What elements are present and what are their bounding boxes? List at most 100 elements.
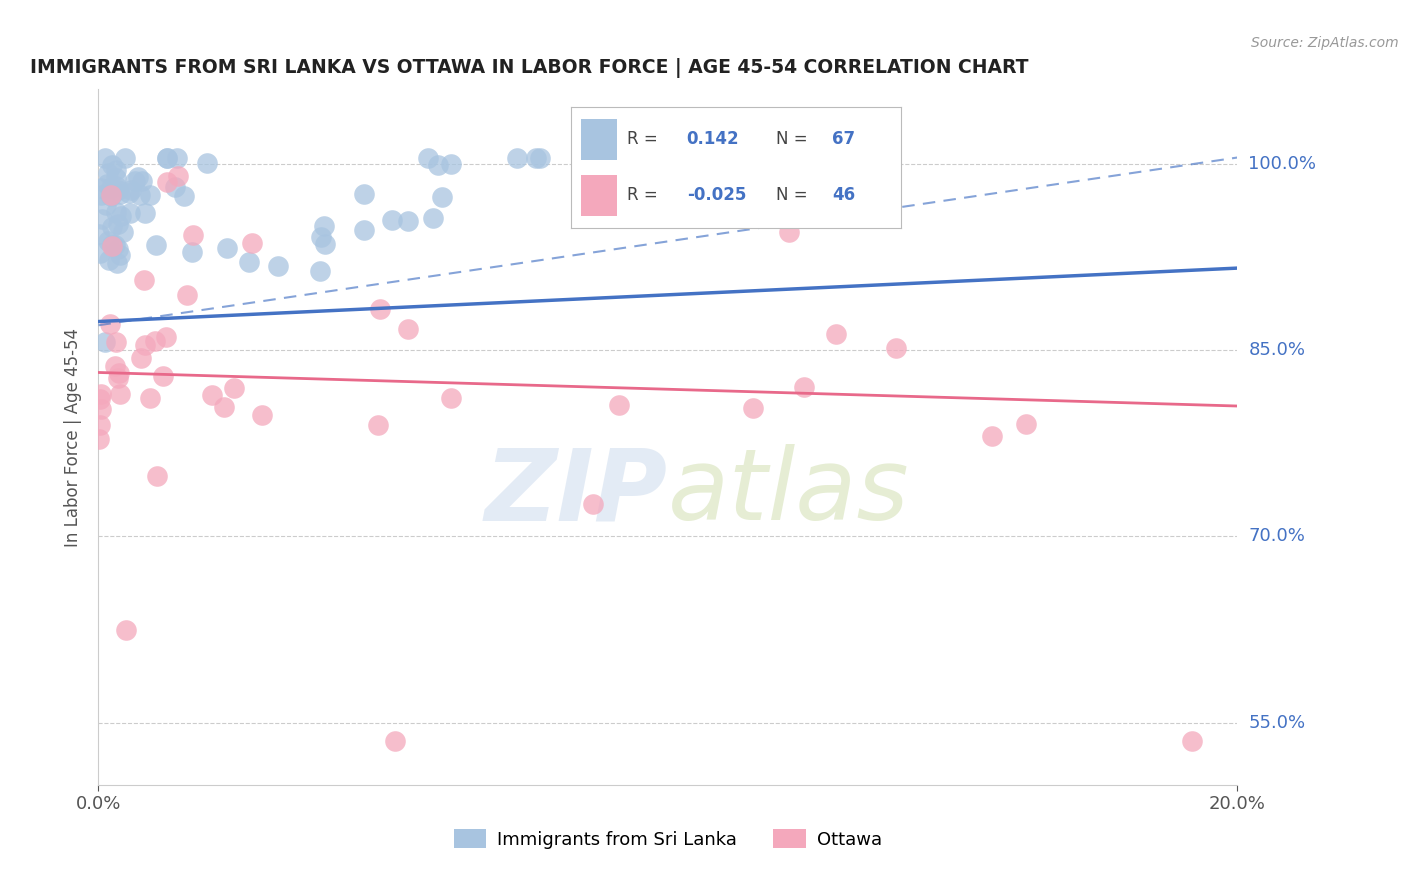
Point bbox=[90, 181, 112, 195]
Point bbox=[107, 371, 129, 385]
Point bbox=[238, 255, 260, 269]
Point bbox=[309, 230, 332, 244]
Point bbox=[94, 151, 117, 165]
Text: IMMIGRANTS FROM SRI LANKA VS OTTAWA IN LABOR FORCE | AGE 45-54 CORRELATION CHART: IMMIGRANTS FROM SRI LANKA VS OTTAWA IN L… bbox=[30, 57, 1029, 78]
Point bbox=[440, 391, 463, 405]
Point bbox=[181, 245, 204, 260]
Point bbox=[89, 245, 111, 260]
Point bbox=[214, 401, 236, 415]
Point bbox=[139, 391, 162, 405]
Point bbox=[110, 187, 132, 202]
Point bbox=[422, 211, 444, 225]
Point bbox=[91, 212, 114, 227]
Point bbox=[89, 392, 111, 406]
Point bbox=[222, 381, 245, 395]
Point bbox=[793, 379, 815, 393]
Point bbox=[155, 330, 177, 344]
Point bbox=[100, 189, 122, 203]
Point bbox=[118, 206, 141, 220]
Point bbox=[163, 179, 186, 194]
Point bbox=[353, 186, 375, 201]
Point bbox=[127, 169, 149, 184]
Point bbox=[396, 213, 419, 227]
Point bbox=[370, 302, 392, 317]
Point bbox=[312, 219, 335, 233]
Point bbox=[100, 187, 122, 202]
Point bbox=[104, 171, 127, 186]
Point bbox=[120, 183, 142, 197]
Point bbox=[104, 179, 127, 194]
Point bbox=[104, 162, 127, 177]
Point bbox=[98, 317, 121, 331]
Point bbox=[217, 241, 239, 255]
Point bbox=[353, 222, 375, 236]
Point bbox=[1015, 417, 1038, 432]
Point bbox=[396, 322, 419, 336]
Point bbox=[108, 387, 131, 401]
Point bbox=[89, 417, 111, 432]
Point bbox=[309, 263, 332, 277]
Point bbox=[529, 151, 551, 165]
Point bbox=[778, 225, 800, 239]
Point bbox=[166, 169, 188, 184]
Point bbox=[524, 151, 547, 165]
Point bbox=[104, 334, 127, 349]
Point bbox=[267, 259, 290, 273]
Point bbox=[107, 243, 129, 257]
Point bbox=[97, 234, 120, 248]
Point bbox=[139, 188, 162, 202]
Text: 85.0%: 85.0% bbox=[1249, 341, 1305, 359]
Point bbox=[90, 188, 112, 202]
Point bbox=[107, 366, 129, 380]
Point bbox=[367, 418, 389, 433]
Point bbox=[94, 335, 117, 350]
Point bbox=[824, 326, 846, 341]
Point bbox=[110, 209, 132, 223]
Point bbox=[101, 239, 124, 253]
Point bbox=[981, 429, 1004, 443]
Point bbox=[94, 198, 117, 212]
Point bbox=[108, 248, 131, 262]
Point bbox=[440, 157, 463, 171]
Point bbox=[129, 188, 152, 202]
Point bbox=[145, 238, 167, 252]
Point bbox=[105, 256, 128, 270]
Point bbox=[195, 155, 218, 169]
Point bbox=[101, 219, 124, 234]
Text: 55.0%: 55.0% bbox=[1249, 714, 1306, 731]
Point bbox=[97, 166, 120, 180]
Point bbox=[416, 151, 439, 165]
Text: 100.0%: 100.0% bbox=[1249, 154, 1316, 173]
Point bbox=[100, 157, 122, 171]
Point bbox=[609, 398, 631, 412]
Point bbox=[884, 341, 907, 355]
Legend: Immigrants from Sri Lanka, Ottawa: Immigrants from Sri Lanka, Ottawa bbox=[447, 822, 889, 856]
Point bbox=[100, 180, 122, 194]
Point bbox=[124, 174, 146, 188]
Point bbox=[505, 151, 527, 165]
Point bbox=[145, 468, 167, 483]
Point bbox=[145, 334, 167, 349]
Point bbox=[87, 433, 110, 447]
Point bbox=[156, 175, 179, 189]
Point bbox=[381, 213, 404, 227]
Text: Source: ZipAtlas.com: Source: ZipAtlas.com bbox=[1251, 36, 1399, 50]
Point bbox=[111, 225, 134, 239]
Point bbox=[430, 189, 453, 203]
Point bbox=[103, 359, 125, 373]
Point bbox=[134, 206, 156, 220]
Point bbox=[90, 387, 112, 401]
Point bbox=[105, 204, 128, 219]
Point bbox=[742, 401, 765, 416]
Point bbox=[240, 236, 263, 251]
Point bbox=[129, 351, 152, 365]
Point bbox=[134, 338, 156, 352]
Point bbox=[156, 151, 179, 165]
Point bbox=[252, 408, 274, 422]
Text: 70.0%: 70.0% bbox=[1249, 527, 1305, 546]
Point bbox=[384, 734, 406, 748]
Point bbox=[427, 158, 450, 172]
Point bbox=[166, 151, 188, 165]
Point bbox=[581, 497, 603, 511]
Point bbox=[181, 227, 204, 242]
